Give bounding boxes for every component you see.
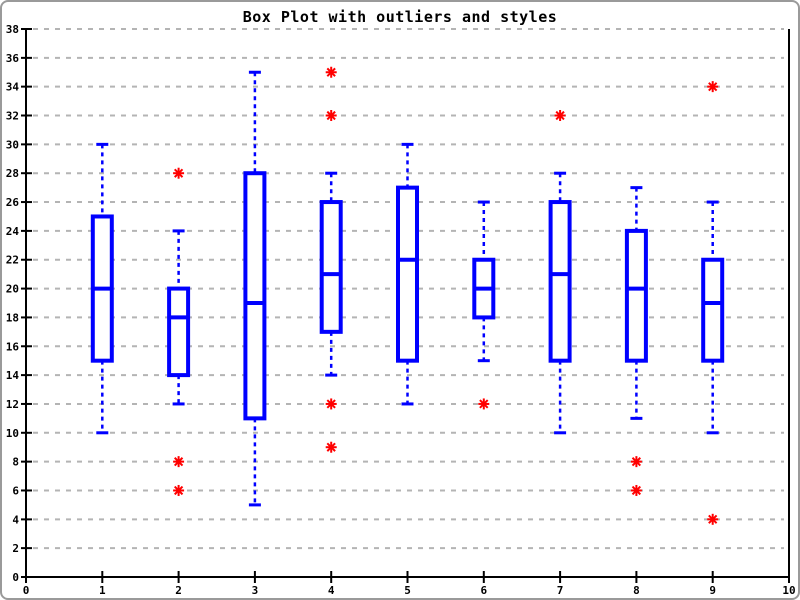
y-tick-label: 18 [6,311,19,324]
outlier-marker [325,110,337,122]
asterisk-spoke [631,485,642,496]
outlier-marker [630,484,642,496]
y-tick-label: 38 [6,23,19,36]
asterisk-spoke [326,110,336,121]
x-tick-label: 3 [252,584,259,597]
x-tick-label: 6 [480,584,487,597]
y-tick-label: 24 [6,225,20,238]
x-tick-label: 5 [404,584,411,597]
y-tick-label: 0 [12,571,19,584]
asterisk-spoke [173,457,184,467]
outlier-marker [554,110,566,122]
y-tick-label: 30 [6,138,19,151]
x-ticks: 0 1 2 3 4 5 6 7 8 9 10 [23,571,796,597]
asterisk-spoke [479,399,489,409]
outlier-marker [325,398,337,410]
box [396,185,419,363]
asterisk-spoke [326,67,336,77]
asterisk-spoke [555,110,565,121]
x-tick-label: 1 [99,584,106,597]
box-plot-series [90,142,114,435]
y-tick-label: 2 [12,542,19,555]
x-tick-label: 7 [557,584,564,597]
box [624,228,648,363]
box-plot-series [548,110,572,435]
outlier-marker [707,513,719,525]
outlier-marker [478,398,490,410]
box-plot-series [624,186,648,496]
outlier-marker [173,456,185,468]
y-tick-label: 34 [6,81,20,94]
x-tick-label: 2 [175,584,182,597]
y-tick-label: 28 [6,167,19,180]
asterisk-spoke [173,485,184,496]
asterisk-spoke [326,442,336,452]
y-tick-label: 14 [6,369,20,382]
outlier-marker [173,167,185,179]
outlier-marker [325,66,337,78]
y-tick-label: 32 [6,110,19,123]
x-tick-label: 0 [23,584,30,597]
asterisk-spoke [708,514,718,524]
box [548,200,572,363]
y-tick-label: 4 [12,513,19,526]
box [243,171,267,421]
y-tick-label: 12 [6,398,19,411]
y-tick-label: 20 [6,283,19,296]
box-plot-series [701,81,725,525]
box [167,286,191,378]
chart-title: Box Plot with outliers and styles [242,8,558,26]
asterisk-spoke [326,399,336,409]
box [319,200,343,334]
asterisk-spoke [708,82,718,92]
outlier-marker [707,81,719,93]
box-plot-series [167,167,191,496]
y-tick-label: 36 [6,52,20,65]
x-tick-label: 4 [328,584,335,597]
y-tick-label: 8 [12,456,19,469]
y-tick-label: 6 [12,484,19,497]
asterisk-spoke [631,457,642,467]
box [701,257,725,363]
x-tick-label: 10 [782,584,795,597]
x-tick-label: 8 [633,584,640,597]
y-tick-label: 16 [6,340,20,353]
box-plot-series [472,200,496,410]
x-tick-label: 9 [709,584,716,597]
outlier-marker [630,456,642,468]
box-plot-series [243,70,267,507]
outlier-marker [173,484,185,496]
box-plot-series [396,142,419,406]
y-tick-label: 22 [6,254,19,267]
y-tick-label: 10 [6,427,19,440]
outlier-marker [325,441,337,453]
asterisk-spoke [173,168,184,178]
y-tick-label: 26 [6,196,20,209]
box-plot-series [319,66,343,453]
